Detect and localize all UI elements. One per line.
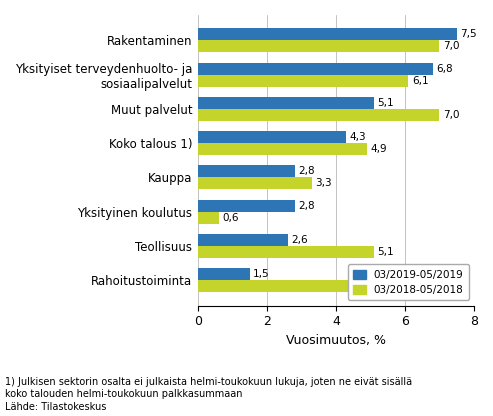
Text: 5,1: 5,1: [377, 98, 394, 108]
Text: 4,9: 4,9: [370, 144, 387, 154]
Text: 7,0: 7,0: [443, 41, 459, 51]
Text: 6,8: 6,8: [436, 64, 453, 74]
Text: 4,3: 4,3: [350, 132, 366, 142]
Text: 5,1: 5,1: [377, 247, 394, 257]
Bar: [198, 40, 439, 52]
Text: 7,5: 7,5: [460, 29, 477, 39]
Bar: [198, 178, 312, 190]
Text: 0,6: 0,6: [222, 213, 239, 223]
Bar: [198, 280, 353, 292]
Text: 1,5: 1,5: [253, 270, 270, 280]
Bar: [198, 97, 374, 109]
Bar: [198, 109, 439, 121]
Bar: [198, 131, 346, 143]
Text: 2,6: 2,6: [291, 235, 308, 245]
Text: 7,0: 7,0: [443, 110, 459, 120]
Bar: [198, 246, 374, 258]
Text: 2,8: 2,8: [298, 166, 315, 176]
Text: Lähde: Tilastokeskus: Lähde: Tilastokeskus: [5, 402, 106, 412]
Text: 2,8: 2,8: [298, 201, 315, 211]
Bar: [198, 166, 294, 178]
Text: 4,5: 4,5: [356, 282, 373, 292]
Bar: [198, 143, 367, 155]
Bar: [198, 62, 432, 74]
Text: 3,3: 3,3: [315, 178, 332, 188]
Text: 1) Julkisen sektorin osalta ei julkaista helmi-toukokuun lukuja, joten ne eivät : 1) Julkisen sektorin osalta ei julkaista…: [5, 377, 412, 387]
Bar: [198, 74, 408, 87]
Bar: [198, 200, 294, 212]
Bar: [198, 28, 457, 40]
Text: 6,1: 6,1: [412, 76, 428, 86]
Bar: [198, 268, 249, 280]
Bar: [198, 234, 287, 246]
Bar: [198, 212, 218, 224]
X-axis label: Vuosimuutos, %: Vuosimuutos, %: [286, 334, 386, 347]
Legend: 03/2019-05/2019, 03/2018-05/2018: 03/2019-05/2019, 03/2018-05/2018: [348, 264, 469, 300]
Text: koko talouden helmi-toukokuun palkkasummaan: koko talouden helmi-toukokuun palkkasumm…: [5, 389, 243, 399]
